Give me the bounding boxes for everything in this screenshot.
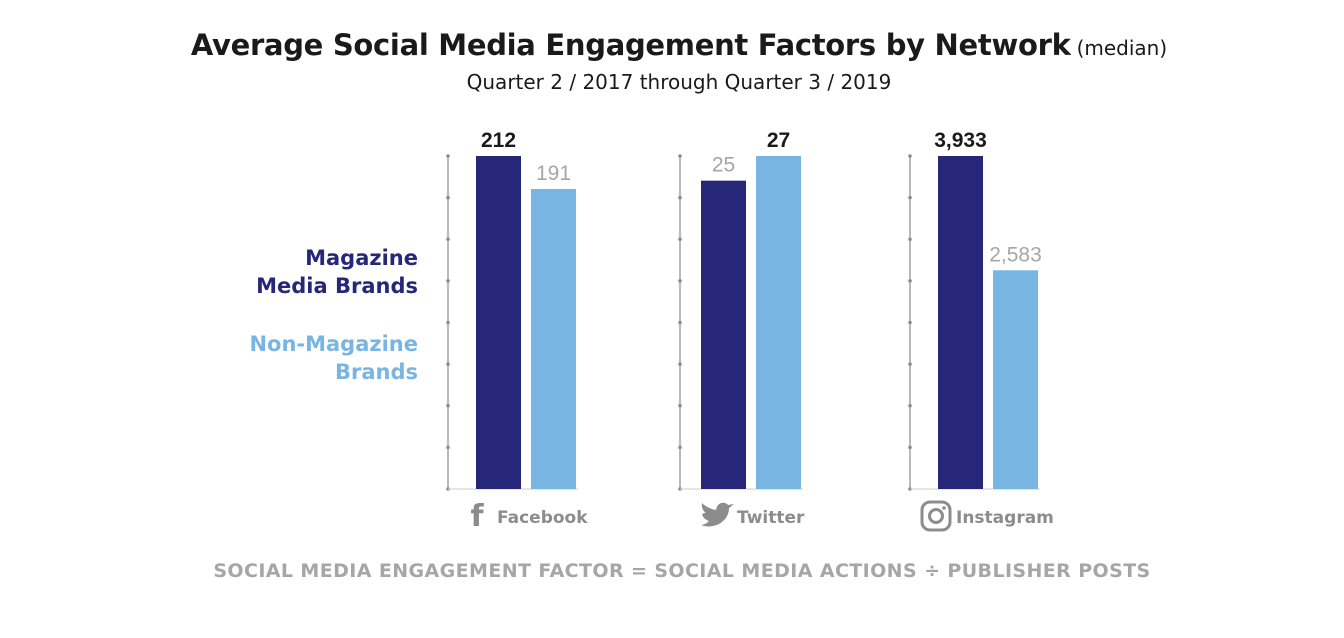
y-axis-tick bbox=[446, 279, 450, 283]
network-label: Twitter bbox=[737, 508, 805, 528]
data-label: 212 bbox=[481, 129, 516, 152]
y-axis-tick bbox=[446, 445, 450, 450]
bar-magazine bbox=[701, 180, 746, 489]
y-axis-tick bbox=[908, 237, 912, 242]
y-axis-tick bbox=[908, 403, 912, 408]
legend-entry-non-magazine: Non-Magazine Brands bbox=[249, 330, 418, 386]
y-axis-tick bbox=[678, 195, 682, 200]
data-label: 3,933 bbox=[934, 129, 987, 152]
y-axis-tick bbox=[678, 362, 682, 366]
bar-magazine bbox=[938, 156, 983, 489]
y-axis-tick bbox=[908, 154, 912, 158]
y-axis-tick bbox=[678, 279, 682, 283]
chart-title-line: Average Social Media Engagement Factors … bbox=[0, 28, 1344, 62]
legend-label-line: Non-Magazine bbox=[249, 332, 418, 356]
legend-label-line: Brands bbox=[334, 360, 418, 384]
chart-title: Average Social Media Engagement Factors … bbox=[190, 28, 1071, 62]
y-axis-tick bbox=[908, 279, 912, 283]
y-axis-tick bbox=[908, 195, 912, 200]
bar-non-magazine bbox=[756, 156, 801, 489]
legend: Magazine Media Brands Non-Magazine Brand… bbox=[249, 244, 418, 416]
data-label: 27 bbox=[767, 129, 790, 152]
facebook-icon: f bbox=[470, 499, 484, 534]
y-axis-tick bbox=[678, 154, 682, 158]
bar-non-magazine bbox=[531, 188, 576, 490]
y-axis-tick bbox=[446, 362, 450, 366]
chart-title-suffix: (median) bbox=[1076, 36, 1168, 60]
y-axis-tick bbox=[678, 237, 682, 242]
instagram-icon bbox=[920, 500, 952, 532]
y-axis-tick bbox=[678, 445, 682, 450]
y-axis-tick bbox=[678, 320, 682, 325]
y-axis-tick bbox=[446, 320, 450, 325]
data-label: 25 bbox=[712, 154, 735, 177]
instagram-icon-dot bbox=[942, 506, 946, 510]
legend-entry-magazine: Magazine Media Brands bbox=[249, 244, 418, 300]
y-axis-tick bbox=[908, 320, 912, 325]
instagram-icon-lens bbox=[928, 508, 944, 524]
chart-subtitle: Quarter 2 / 2017 through Quarter 3 / 201… bbox=[466, 70, 892, 94]
y-axis-tick bbox=[446, 195, 450, 200]
legend-label-line: Media Brands bbox=[256, 274, 418, 298]
data-label: 191 bbox=[536, 162, 571, 185]
bar-non-magazine bbox=[993, 270, 1038, 489]
bar-magazine bbox=[476, 156, 521, 489]
footnote-formula: SOCIAL MEDIA ENGAGEMENT FACTOR = SOCIAL … bbox=[213, 560, 1151, 582]
network-label: Facebook bbox=[497, 508, 588, 528]
twitter-icon bbox=[701, 502, 734, 527]
y-axis-tick bbox=[908, 445, 912, 450]
data-label: 2,583 bbox=[989, 243, 1042, 266]
y-axis-tick bbox=[446, 237, 450, 242]
y-axis-tick bbox=[446, 403, 450, 408]
y-axis-tick bbox=[446, 154, 450, 158]
network-label: Instagram bbox=[956, 508, 1054, 528]
y-axis-tick bbox=[908, 362, 912, 366]
y-axis-tick bbox=[678, 403, 682, 408]
legend-label-line: Magazine bbox=[305, 246, 418, 270]
